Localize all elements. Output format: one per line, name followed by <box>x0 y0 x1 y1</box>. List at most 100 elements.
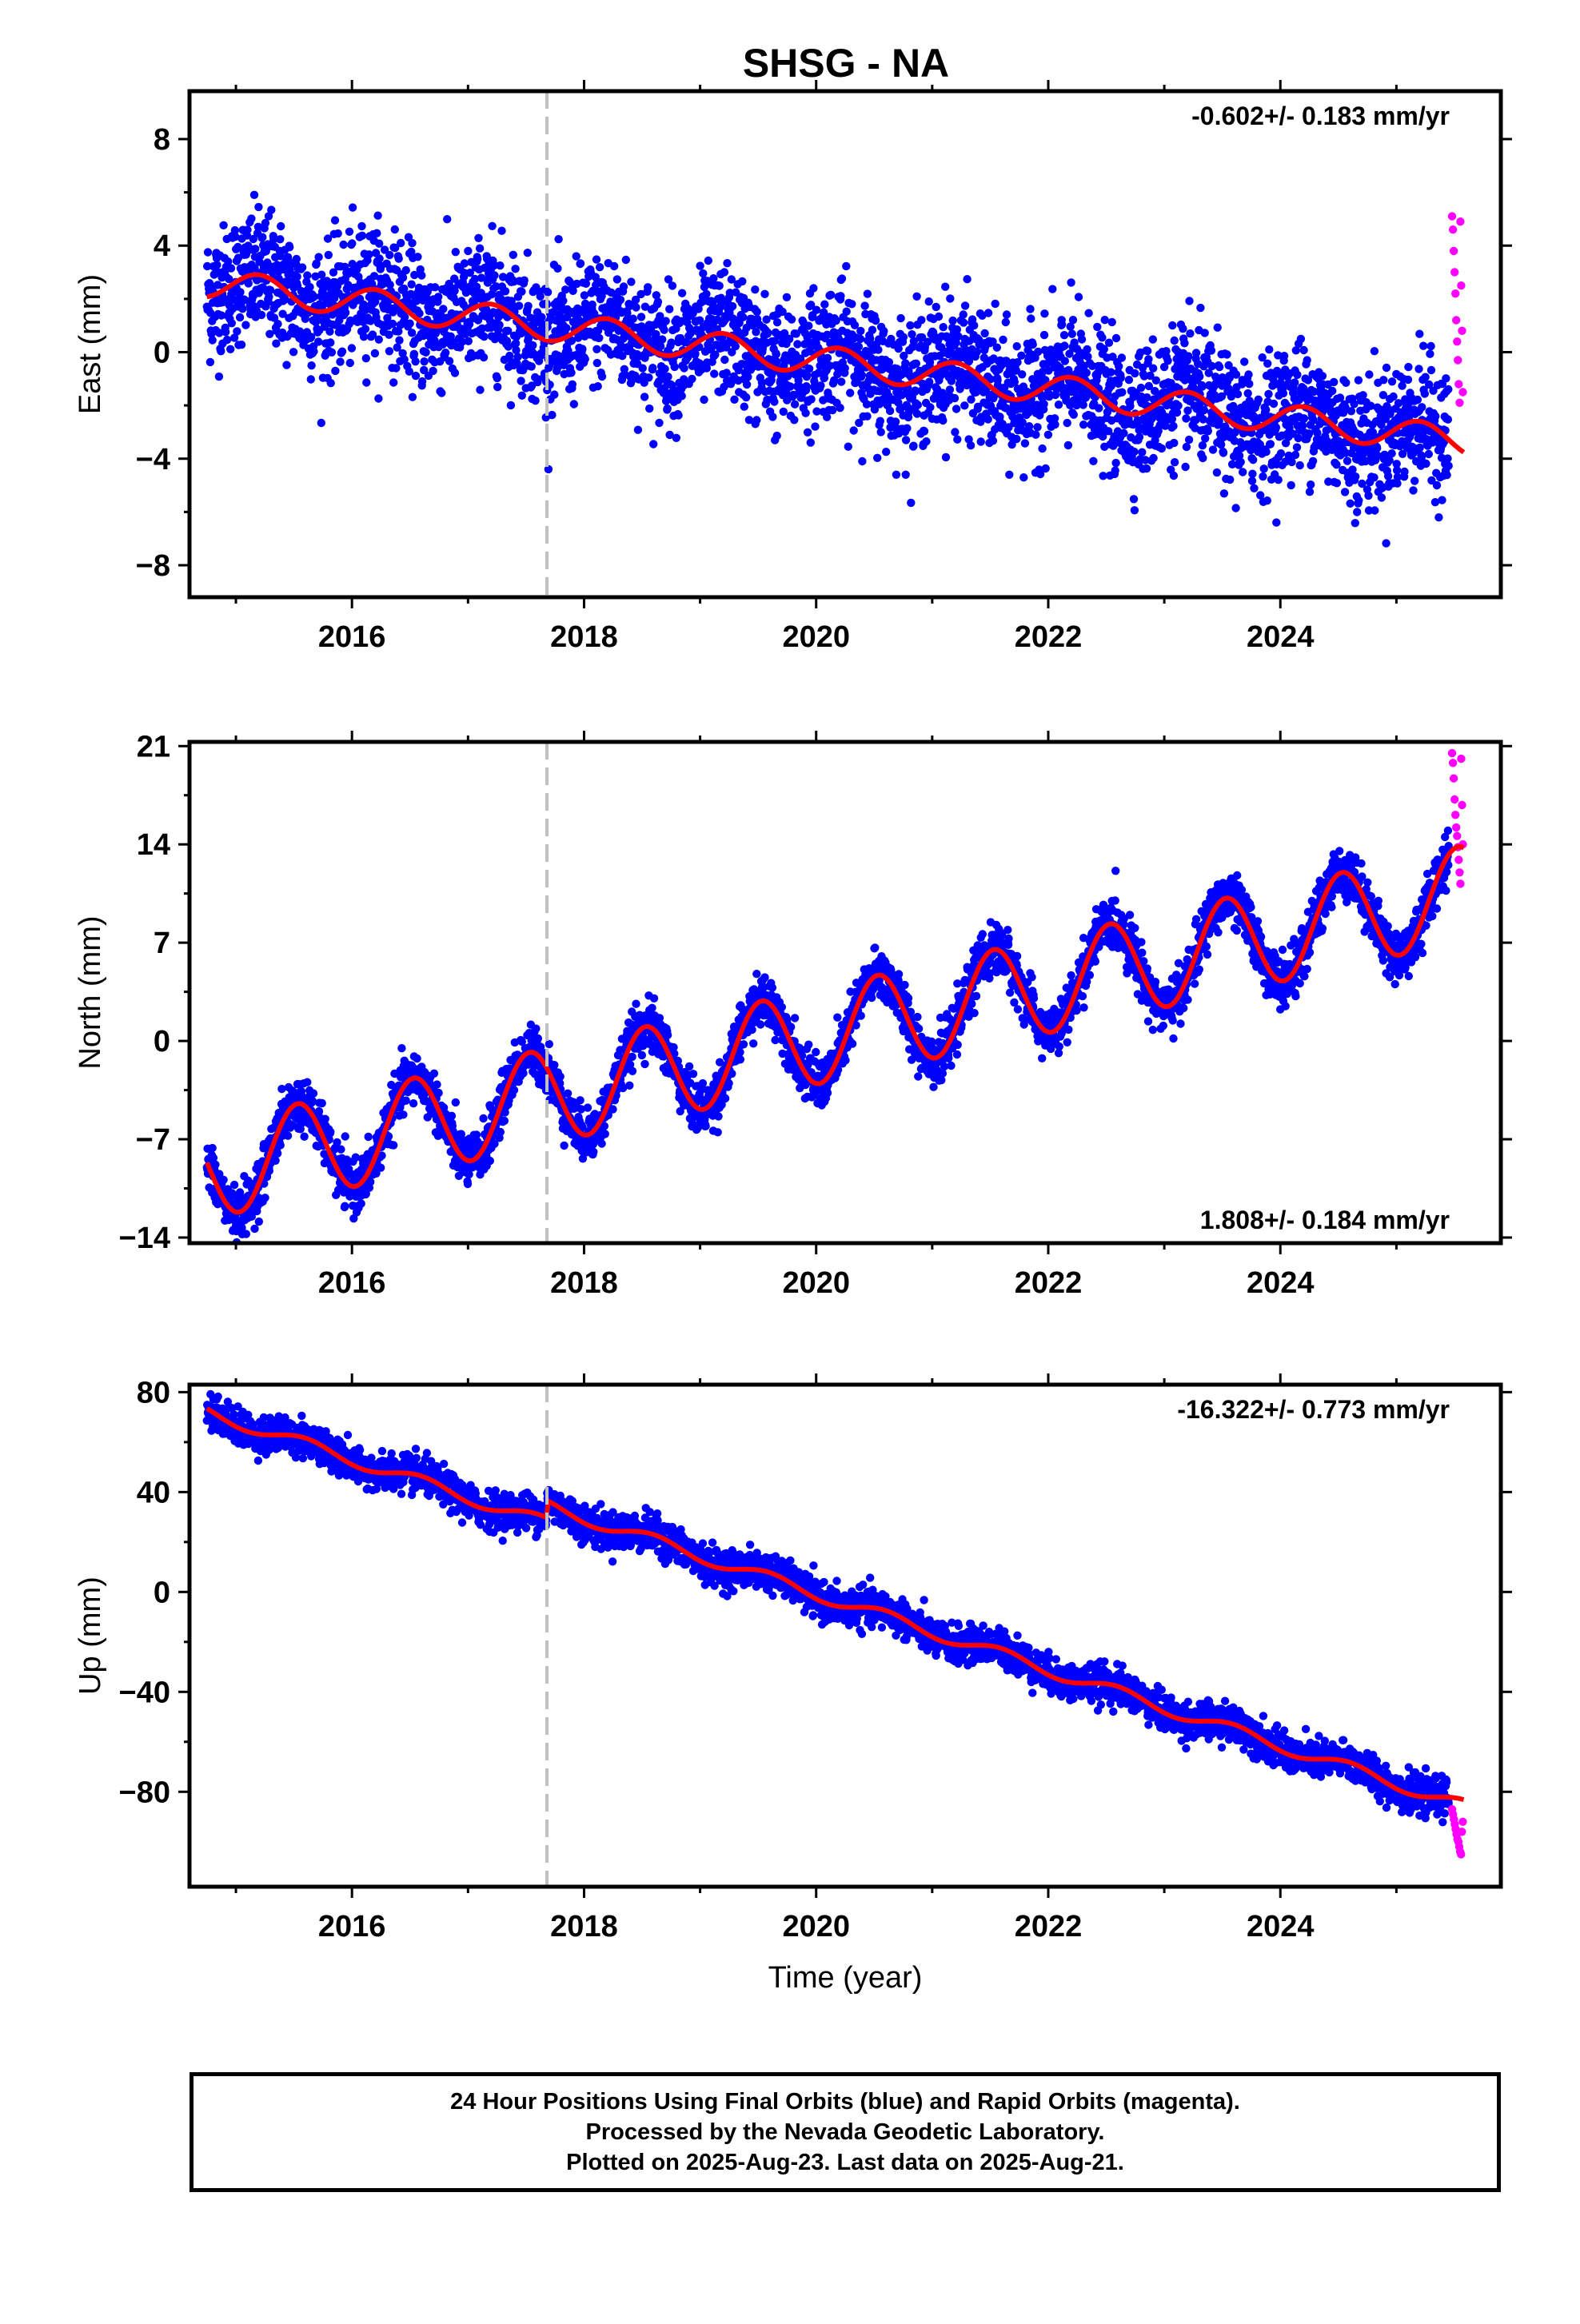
final-orbit-point <box>1021 439 1029 447</box>
final-orbit-point <box>1378 493 1386 501</box>
final-orbit-point <box>827 291 835 299</box>
final-orbit-point <box>1126 402 1134 410</box>
final-orbit-point <box>1034 348 1042 356</box>
final-orbit-point <box>532 1025 540 1033</box>
final-orbit-point <box>1058 321 1066 329</box>
final-orbit-point <box>671 363 679 371</box>
final-orbit-point <box>267 205 275 213</box>
final-orbit-point <box>627 277 635 285</box>
final-orbit-point <box>1169 422 1177 430</box>
final-orbit-point <box>209 336 217 344</box>
final-orbit-point <box>960 310 968 318</box>
final-orbit-point <box>461 259 469 267</box>
final-orbit-point <box>1078 335 1086 343</box>
final-orbit-point <box>1373 444 1381 452</box>
final-orbit-point <box>842 262 850 270</box>
final-orbit-point <box>844 443 852 451</box>
final-orbit-point <box>307 375 315 383</box>
final-orbit-point <box>374 394 382 402</box>
final-orbit-point <box>946 385 954 393</box>
final-orbit-point <box>569 381 577 389</box>
final-orbit-point <box>1143 347 1151 355</box>
final-orbit-point <box>389 1141 397 1149</box>
final-orbit-point <box>331 367 339 375</box>
final-orbit-point <box>1209 445 1217 453</box>
final-orbit-point <box>700 396 708 404</box>
y-tick-label: 0 <box>154 336 170 369</box>
final-orbit-point <box>493 383 501 391</box>
final-orbit-point <box>361 325 369 333</box>
final-orbit-point <box>1115 362 1123 370</box>
final-orbit-point <box>1204 427 1212 435</box>
final-orbit-point <box>1300 414 1308 422</box>
final-orbit-point <box>1137 384 1145 392</box>
final-orbit-point <box>1214 324 1222 332</box>
final-orbit-point <box>1226 476 1234 484</box>
final-orbit-point <box>375 254 383 262</box>
y-tick-label: 4 <box>154 229 170 263</box>
x-tick-label: 2024 <box>1247 620 1315 654</box>
final-orbit-point <box>783 293 791 301</box>
final-orbit-point <box>1262 406 1270 414</box>
final-orbit-point <box>1013 342 1021 350</box>
final-orbit-point <box>805 365 813 373</box>
final-orbit-point <box>1186 329 1194 337</box>
final-orbit-point <box>236 288 244 296</box>
final-orbit-point <box>1111 466 1119 474</box>
final-orbit-point <box>251 245 259 253</box>
rapid-orbit-point <box>1454 380 1462 388</box>
final-orbit-point <box>1259 472 1267 480</box>
final-orbit-point <box>648 364 656 372</box>
final-orbit-point <box>856 335 864 343</box>
rapid-orbit-point <box>1449 225 1457 233</box>
velocity-label: -0.602+/- 0.183 mm/yr <box>1191 102 1450 130</box>
final-orbit-point <box>1125 376 1133 384</box>
final-orbit-point <box>634 426 642 434</box>
final-orbit-point <box>389 378 397 386</box>
final-orbit-point <box>486 1157 494 1165</box>
final-orbit-point <box>1291 378 1299 386</box>
final-orbit-point <box>375 336 383 344</box>
final-orbit-point <box>517 377 525 385</box>
final-orbit-point <box>1055 401 1063 409</box>
final-orbit-point <box>790 416 798 424</box>
final-orbit-point <box>639 364 647 372</box>
final-orbit-point <box>863 413 871 421</box>
final-orbit-point <box>858 457 866 465</box>
final-orbit-point <box>557 1073 565 1081</box>
final-orbit-point <box>277 222 285 230</box>
final-orbit-point <box>1263 360 1271 368</box>
final-orbit-point <box>993 344 1001 352</box>
final-orbit-point <box>501 1117 509 1125</box>
final-orbit-point <box>385 251 393 259</box>
final-orbit-point <box>660 365 668 373</box>
final-orbit-point <box>1287 481 1295 489</box>
final-orbit-point <box>1426 342 1434 350</box>
final-orbit-point <box>1042 464 1050 472</box>
final-orbit-point <box>1180 339 1188 347</box>
final-orbit-point <box>1130 495 1138 503</box>
final-orbit-point <box>874 345 882 353</box>
final-orbit-point <box>1112 334 1120 342</box>
final-orbit-point <box>1248 470 1256 478</box>
final-orbit-point <box>1118 353 1126 361</box>
final-orbit-point <box>846 389 854 397</box>
final-orbit-point <box>999 336 1007 344</box>
x-tick-label: 2018 <box>550 620 618 654</box>
final-orbit-point <box>592 255 600 263</box>
final-orbit-point <box>317 419 325 427</box>
final-orbit-point <box>939 417 947 425</box>
final-orbit-point <box>219 221 227 229</box>
final-orbit-point <box>1107 368 1115 376</box>
final-orbit-point <box>811 422 819 430</box>
final-orbit-point <box>912 293 920 301</box>
final-orbit-point <box>1101 316 1109 324</box>
final-orbit-point <box>338 348 346 356</box>
final-orbit-point <box>1445 462 1453 470</box>
final-orbit-point <box>858 371 866 379</box>
final-orbit-point <box>1199 454 1207 462</box>
final-orbit-point <box>206 358 214 366</box>
final-orbit-point <box>250 191 258 199</box>
final-orbit-point <box>720 268 728 276</box>
